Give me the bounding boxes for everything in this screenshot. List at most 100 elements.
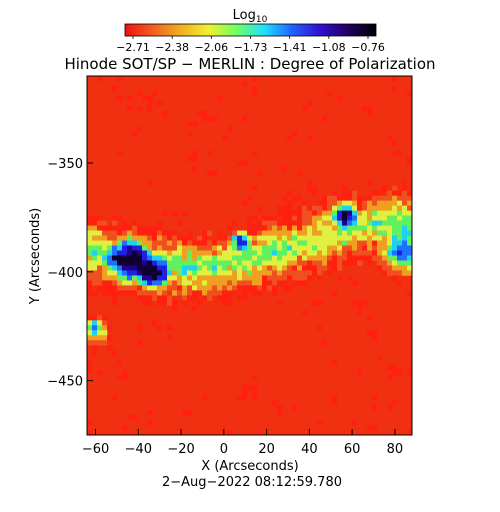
heatmap-cell xyxy=(352,215,358,221)
heatmap-cell xyxy=(407,240,413,246)
heatmap-cell xyxy=(102,290,108,296)
heatmap-cell xyxy=(112,235,118,241)
heatmap-cell xyxy=(282,285,288,291)
heatmap-cell xyxy=(402,255,408,261)
heatmap-cell xyxy=(307,270,313,276)
heatmap-cell xyxy=(252,280,258,286)
heatmap-cell xyxy=(382,185,388,191)
heatmap-cell xyxy=(282,245,288,251)
heatmap-cell xyxy=(212,255,218,261)
heatmap-cell xyxy=(127,250,133,256)
heatmap-cell xyxy=(257,280,263,286)
heatmap-cell xyxy=(132,255,138,261)
heatmap-cell xyxy=(202,275,208,281)
heatmap-cell xyxy=(232,245,238,251)
heatmap-cell xyxy=(337,210,343,216)
x-axis-tick-label: −20 xyxy=(167,442,194,457)
heatmap-cell xyxy=(147,180,153,186)
heatmap-cell xyxy=(102,240,108,246)
heatmap-cell xyxy=(112,225,118,231)
heatmap-cell xyxy=(172,265,178,271)
heatmap-cell xyxy=(377,215,383,221)
heatmap-cell xyxy=(207,240,213,246)
heatmap-cell xyxy=(312,215,318,221)
heatmap-cell xyxy=(372,330,378,336)
heatmap-cell xyxy=(277,275,283,281)
heatmap-cell xyxy=(367,180,373,186)
heatmap-cell xyxy=(242,230,248,236)
heatmap-cell xyxy=(87,215,93,221)
heatmap-cell xyxy=(287,225,293,231)
heatmap-cell xyxy=(157,265,163,271)
heatmap-cell xyxy=(207,150,213,157)
heatmap-cell xyxy=(187,280,193,286)
heatmap-cell xyxy=(302,200,308,206)
heatmap-cell xyxy=(242,385,248,391)
heatmap-cell xyxy=(337,265,343,271)
heatmap-cell xyxy=(267,245,273,251)
heatmap-cell xyxy=(397,190,403,196)
heatmap-cell xyxy=(197,270,203,276)
heatmap-cell xyxy=(227,235,233,241)
heatmap-cell xyxy=(407,205,413,211)
heatmap-cell xyxy=(362,300,368,306)
heatmap-cell xyxy=(97,325,103,331)
heatmap-cell xyxy=(222,250,228,256)
heatmap-cell xyxy=(107,240,113,246)
heatmap-cell xyxy=(332,290,338,296)
heatmap-cell xyxy=(117,215,123,221)
heatmap-cell xyxy=(107,270,113,276)
heatmap-cell xyxy=(407,370,413,376)
heatmap-cell xyxy=(262,250,268,256)
heatmap-cell xyxy=(167,250,173,256)
heatmap-cell xyxy=(242,390,248,396)
heatmap-cell xyxy=(297,240,303,246)
heatmap-cell xyxy=(112,215,118,221)
plot-frame xyxy=(86,75,413,436)
heatmap-cell xyxy=(392,265,398,271)
heatmap-cell xyxy=(102,235,108,241)
heatmap-cell xyxy=(102,275,108,281)
heatmap-cell xyxy=(357,195,363,201)
heatmap-cell xyxy=(237,230,243,236)
heatmap-cell xyxy=(132,225,138,231)
heatmap-cell xyxy=(147,235,153,241)
heatmap-cell xyxy=(297,270,303,276)
heatmap-cell xyxy=(172,245,178,251)
heatmap-cell xyxy=(312,185,318,191)
heatmap-cell xyxy=(392,190,398,196)
heatmap-cell xyxy=(362,205,368,211)
heatmap-cell xyxy=(162,290,168,296)
heatmap-cell xyxy=(387,265,393,271)
heatmap-cell xyxy=(182,260,188,266)
heatmap-cell xyxy=(92,290,98,296)
heatmap-cell xyxy=(217,235,223,241)
heatmap-cell xyxy=(287,210,293,216)
heatmap-cell xyxy=(237,280,243,286)
heatmap-cell xyxy=(232,285,238,291)
heatmap-cell xyxy=(137,240,143,246)
heatmap-cell xyxy=(392,275,398,281)
heatmap-cell xyxy=(367,260,373,266)
heatmap-cell xyxy=(187,155,193,162)
heatmap-cell xyxy=(122,285,128,291)
heatmap-cell xyxy=(97,270,103,276)
heatmap-cell xyxy=(187,240,193,246)
heatmap-cell xyxy=(242,255,248,261)
heatmap-cell xyxy=(247,235,253,241)
heatmap-cell xyxy=(242,285,248,291)
heatmap-cell xyxy=(272,255,278,261)
heatmap-cell xyxy=(402,265,408,271)
heatmap-cell xyxy=(272,230,278,236)
heatmap-cell xyxy=(227,240,233,246)
heatmap-cell xyxy=(307,250,313,256)
heatmap-cell xyxy=(197,110,203,117)
heatmap-cell xyxy=(172,275,178,281)
heatmap-cell xyxy=(162,295,168,301)
heatmap-cell xyxy=(347,230,353,236)
heatmap-cell xyxy=(392,245,398,251)
heatmap-cell xyxy=(317,325,323,331)
heatmap-cell xyxy=(187,235,193,241)
heatmap-cell xyxy=(382,195,388,201)
heatmap-cell xyxy=(312,240,318,246)
